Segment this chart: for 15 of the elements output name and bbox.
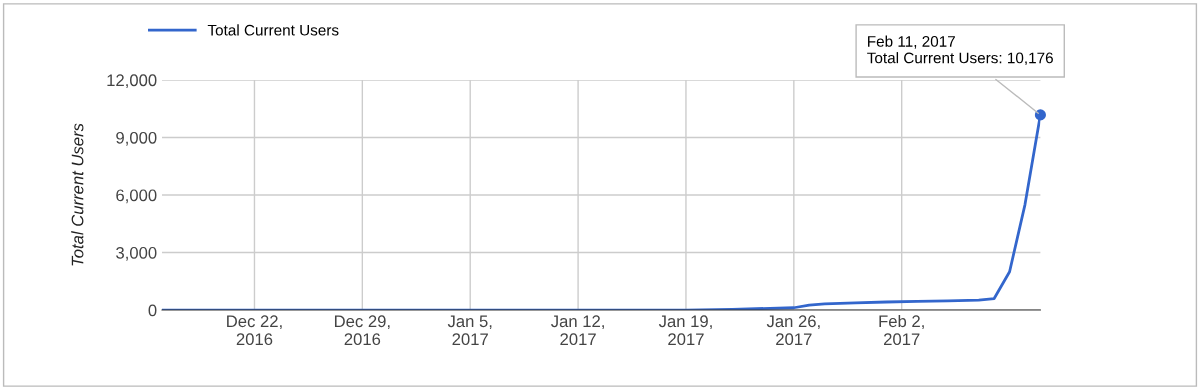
x-tick-label: Feb 2, 2017 bbox=[879, 314, 924, 346]
y-tick-label: 9,000 bbox=[116, 131, 157, 146]
y-tick-label: 0 bbox=[148, 304, 157, 317]
x-tick-label: Jan 19, 2017 bbox=[658, 315, 712, 346]
annotation: Feb 11, 2017 Total Current Users: 10,176 bbox=[867, 35, 1053, 66]
legend-label: Total Current Users bbox=[207, 24, 339, 36]
x-tick-label: Dec 22, 2016 bbox=[227, 315, 282, 346]
y-tick-label: 12,000 bbox=[107, 74, 157, 89]
y-axis-title: Total Current Users bbox=[71, 123, 84, 266]
x-tick-label: Dec 29, 2016 bbox=[334, 315, 390, 346]
x-tick-label: Jan 12, 2017 bbox=[551, 315, 604, 346]
x-tick-label: Jan 5, 2017 bbox=[447, 315, 492, 346]
y-tick-label: 6,000 bbox=[116, 189, 157, 204]
x-tick-label: Jan 26, 2017 bbox=[766, 315, 820, 346]
y-tick-label: 3,000 bbox=[116, 246, 157, 261]
